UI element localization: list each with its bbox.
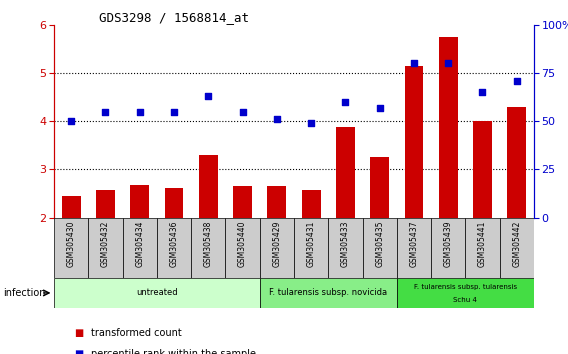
Point (101, 109, 110, 114)
Text: percentile rank within the sample: percentile rank within the sample (91, 349, 256, 354)
Point (307, 120, 316, 126)
Bar (62, 196, 81, 218)
Text: GSM305432: GSM305432 (101, 221, 110, 267)
Bar (233, 186, 252, 218)
Text: GSM305429: GSM305429 (272, 221, 281, 267)
Bar (96, 190, 115, 218)
Bar (336, 127, 355, 218)
Text: infection: infection (3, 288, 45, 298)
Text: GSM305435: GSM305435 (375, 221, 384, 267)
Bar (328, 218, 362, 278)
Text: GSM305438: GSM305438 (204, 221, 213, 267)
Text: GSM305437: GSM305437 (410, 221, 419, 267)
Text: ■: ■ (74, 328, 83, 338)
Text: GSM305430: GSM305430 (66, 221, 76, 267)
Bar (225, 218, 260, 278)
Text: F. tularensis subsp. tularensis: F. tularensis subsp. tularensis (414, 284, 517, 290)
Point (410, 61, 419, 66)
Bar (199, 155, 218, 218)
Text: GSM305440: GSM305440 (238, 221, 247, 267)
Bar (362, 218, 397, 278)
Bar (157, 218, 191, 278)
Text: GSM305441: GSM305441 (478, 221, 487, 267)
Bar (370, 158, 389, 218)
Bar (88, 218, 123, 278)
Bar (268, 186, 286, 218)
Bar (54, 278, 260, 308)
Point (512, 78, 521, 84)
Bar (404, 66, 423, 218)
Bar (165, 188, 183, 218)
Point (238, 109, 247, 114)
Text: ■: ■ (74, 349, 83, 354)
Point (66, 118, 76, 124)
Point (478, 90, 487, 95)
Bar (397, 278, 534, 308)
Text: F. tularensis subsp. novicida: F. tularensis subsp. novicida (269, 289, 387, 297)
Bar (465, 218, 500, 278)
Text: GSM305442: GSM305442 (512, 221, 521, 267)
Bar (302, 190, 320, 218)
Bar (294, 218, 328, 278)
Bar (431, 218, 465, 278)
Text: GSM305434: GSM305434 (135, 221, 144, 267)
Text: GSM305436: GSM305436 (169, 221, 178, 267)
Bar (260, 218, 294, 278)
Bar (507, 107, 526, 218)
Point (272, 116, 281, 122)
Text: GSM305433: GSM305433 (341, 221, 350, 267)
Point (204, 93, 213, 99)
Text: transformed count: transformed count (91, 328, 182, 338)
Point (444, 61, 453, 66)
Text: untreated: untreated (136, 289, 178, 297)
Point (135, 109, 144, 114)
Bar (130, 185, 149, 218)
Text: GSM305439: GSM305439 (444, 221, 453, 267)
Point (375, 105, 384, 110)
Text: Schu 4: Schu 4 (453, 297, 477, 303)
Bar (439, 37, 458, 218)
Text: GDS3298 / 1568814_at: GDS3298 / 1568814_at (99, 11, 249, 24)
Bar (191, 218, 225, 278)
Bar (500, 218, 534, 278)
Bar (397, 218, 431, 278)
Bar (54, 218, 88, 278)
Text: GSM305431: GSM305431 (307, 221, 316, 267)
Point (169, 109, 178, 114)
Bar (123, 218, 157, 278)
Bar (260, 278, 397, 308)
Point (341, 99, 350, 105)
Bar (473, 121, 492, 218)
